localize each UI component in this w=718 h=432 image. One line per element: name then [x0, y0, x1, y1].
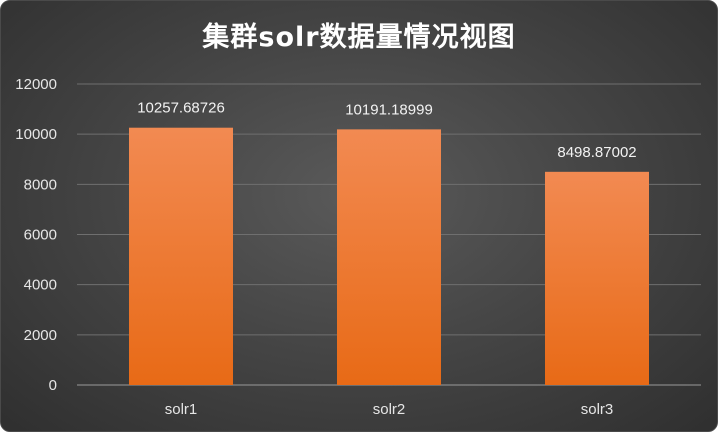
y-tick-label: 0	[49, 377, 57, 394]
x-tick-label: solr1	[165, 401, 198, 418]
y-axis-tick-labels: 0 2000 4000 6000 8000 10000 12000	[15, 76, 57, 394]
data-label: 8498.87002	[557, 144, 636, 161]
y-tick-label: 4000	[24, 277, 57, 294]
bar-solr3	[545, 171, 649, 385]
bars	[129, 127, 649, 386]
y-tick-label: 10000	[15, 126, 57, 143]
bar-solr2	[337, 129, 441, 385]
x-tick-label: solr2	[373, 401, 406, 418]
y-tick-label: 12000	[15, 76, 57, 93]
x-tick-label: solr3	[581, 401, 614, 418]
data-label: 10257.68726	[137, 100, 225, 117]
y-tick-label: 6000	[24, 227, 57, 244]
data-label: 10191.18999	[345, 101, 433, 118]
chart-title: 集群solr数据量情况视图	[202, 22, 516, 53]
data-labels: 10257.68726 10191.18999 8498.87002	[137, 100, 636, 161]
y-tick-label: 2000	[24, 327, 57, 344]
y-tick-label: 8000	[24, 176, 57, 193]
x-axis-tick-labels: solr1 solr2 solr3	[165, 401, 614, 418]
bar-solr1	[129, 127, 233, 386]
